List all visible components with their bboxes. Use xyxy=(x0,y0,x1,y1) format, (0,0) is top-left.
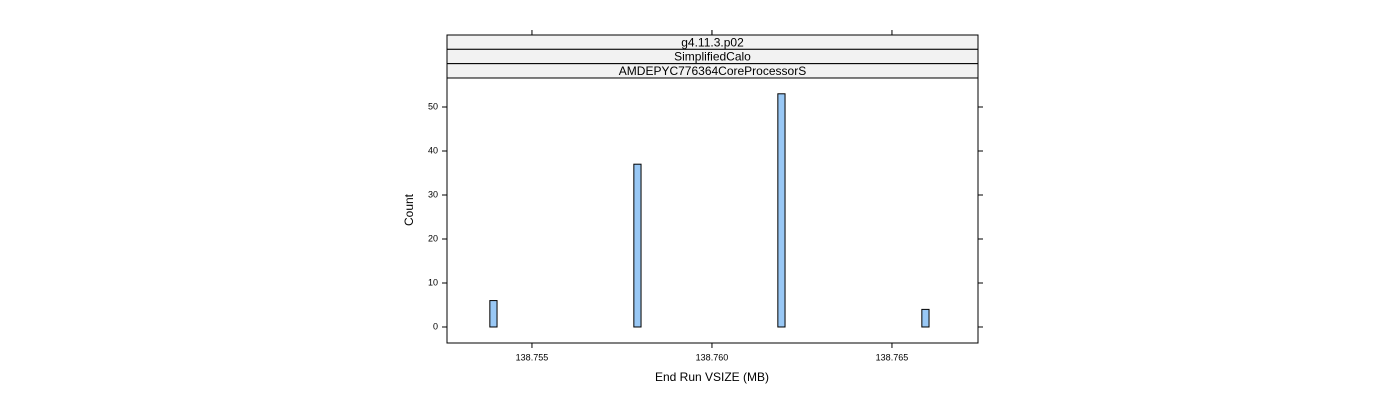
strip xyxy=(446,63,979,79)
y-tick-label: 0 xyxy=(433,321,438,331)
y-tick-label: 20 xyxy=(428,233,438,243)
bar xyxy=(921,308,930,328)
y-tick-label: 30 xyxy=(428,189,438,199)
x-tick-label: 138.765 xyxy=(876,352,909,362)
y-tick-label: 50 xyxy=(428,101,438,111)
x-tick-label: 138.760 xyxy=(696,352,729,362)
x-label: End Run VSIZE (MB) xyxy=(655,370,769,384)
bar xyxy=(489,300,498,328)
strip-label: g4.11.3.p02 xyxy=(681,35,744,49)
bar xyxy=(633,163,642,328)
strip-label: AMDEPYC776364CoreProcessorS xyxy=(619,64,806,78)
panel xyxy=(446,77,979,344)
y-label: Count xyxy=(402,193,416,226)
strip-label: SimplifiedCalo xyxy=(674,50,751,64)
x-tick-label: 138.755 xyxy=(516,352,549,362)
y-tick-label: 10 xyxy=(428,277,438,287)
bar xyxy=(777,93,786,328)
y-tick-label: 40 xyxy=(428,145,438,155)
